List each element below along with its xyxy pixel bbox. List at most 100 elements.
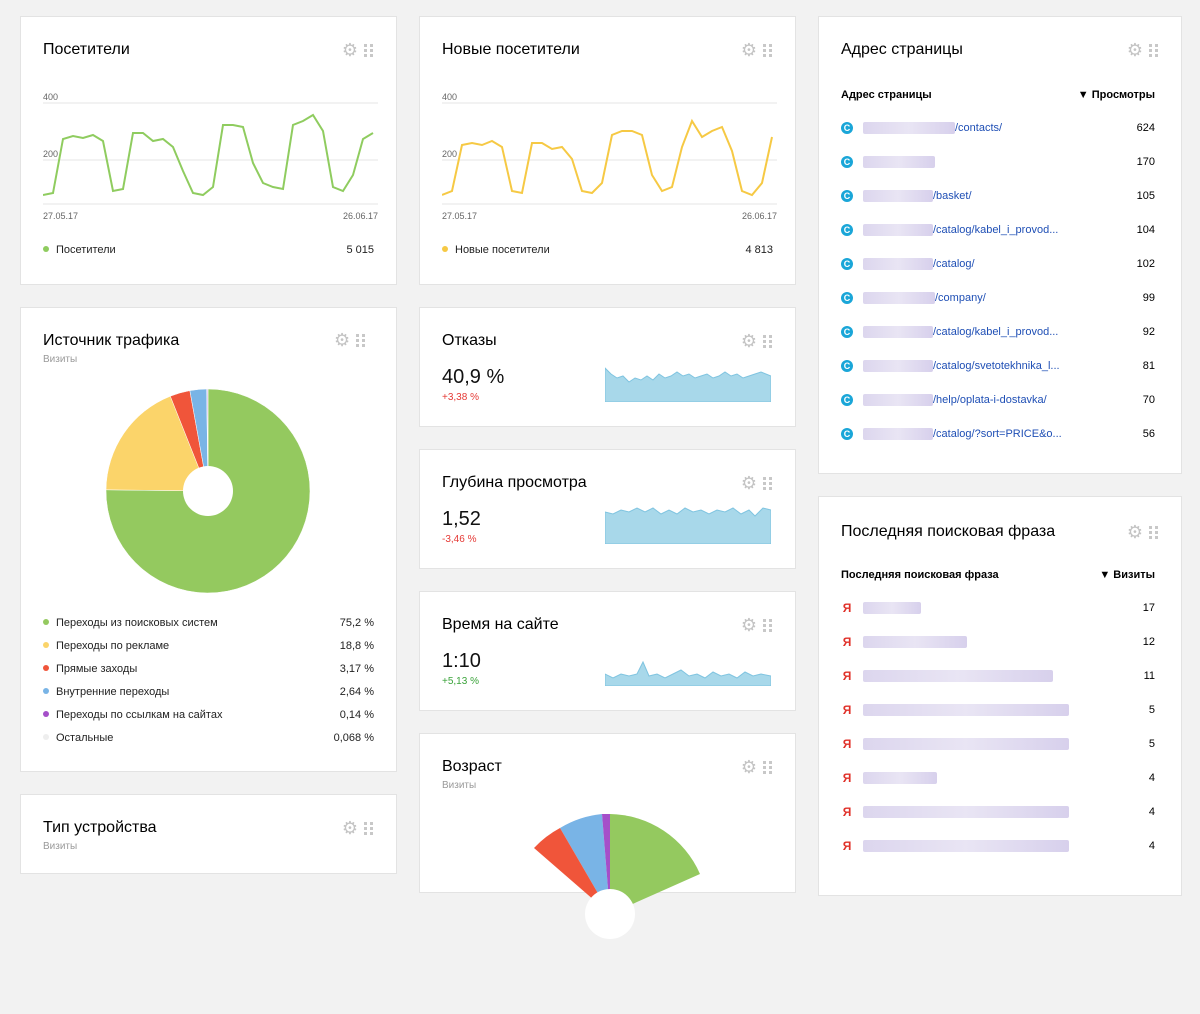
drag-handle-icon[interactable] (356, 334, 366, 346)
drag-handle-icon[interactable] (763, 335, 773, 347)
drag-handle-icon[interactable] (364, 822, 374, 834)
table-row[interactable]: C/basket/105 (841, 187, 1155, 205)
widget-tools: ⚙ (741, 41, 773, 59)
legend-row: Посетители 5 015 (43, 244, 374, 256)
legend-value: 2,64 % (340, 686, 374, 698)
widget-tools: ⚙ (334, 331, 366, 349)
redacted-domain (863, 224, 933, 236)
table-row[interactable]: C/contacts/624 (841, 119, 1155, 137)
traffic-donut-chart (105, 388, 311, 594)
gear-icon[interactable]: ⚙ (741, 616, 757, 634)
page-url-link[interactable]: /catalog/?sort=PRICE&o... (933, 428, 1062, 440)
column-header-sorted[interactable]: ▼ Визиты (1099, 569, 1155, 581)
site-favicon-icon: C (841, 258, 853, 270)
table-row[interactable]: C/help/oplata-i-dostavka/70 (841, 391, 1155, 409)
visitors-series-line (43, 115, 373, 195)
table-header: Последняя поисковая фраза ▼ Визиты (841, 569, 1155, 581)
redacted-phrase (863, 602, 921, 614)
row-cell-phrase: Я (841, 737, 1069, 751)
page-url-link[interactable]: /basket/ (933, 190, 972, 202)
column-header[interactable]: Адрес страницы (841, 89, 932, 101)
site-favicon-icon: C (841, 360, 853, 372)
row-cell-visits: 5 (1149, 738, 1155, 750)
page-url-link[interactable]: /catalog/kabel_i_provod... (933, 224, 1058, 236)
table-row[interactable]: C/catalog/?sort=PRICE&o...56 (841, 425, 1155, 443)
row-cell-visits: 17 (1143, 602, 1155, 614)
page-url-link[interactable]: /help/oplata-i-dostavka/ (933, 394, 1047, 406)
row-cell-url: C/basket/ (841, 190, 972, 202)
gear-icon[interactable]: ⚙ (741, 474, 757, 492)
table-row[interactable]: C/company/99 (841, 289, 1155, 307)
page-url-link[interactable]: /catalog/ (933, 258, 975, 270)
row-cell-url: C/help/oplata-i-dostavka/ (841, 394, 1047, 406)
drag-handle-icon[interactable] (1149, 44, 1159, 56)
drag-handle-icon[interactable] (1149, 526, 1159, 538)
redacted-phrase (863, 840, 1069, 852)
page-url-link[interactable]: /company/ (935, 292, 986, 304)
drag-handle-icon[interactable] (763, 44, 773, 56)
column-header-sorted[interactable]: ▼ Просмотры (1078, 89, 1155, 101)
redacted-phrase (863, 806, 1069, 818)
row-cell-url: C (841, 156, 935, 168)
yandex-icon: Я (841, 601, 853, 615)
table-row[interactable]: Я 17 (841, 599, 1155, 617)
table-row[interactable]: C/catalog/102 (841, 255, 1155, 273)
widget-tools: ⚙ (1127, 41, 1159, 59)
table-row[interactable]: C/catalog/svetotekhnika_l...81 (841, 357, 1155, 375)
redacted-phrase (863, 636, 967, 648)
drag-handle-icon[interactable] (763, 477, 773, 489)
donut-hole (585, 889, 635, 939)
column-header[interactable]: Последняя поисковая фраза (841, 569, 999, 581)
legend-label: Прямые заходы (56, 663, 137, 675)
drag-handle-icon[interactable] (364, 44, 374, 56)
drag-handle-icon[interactable] (763, 619, 773, 631)
page-url-link[interactable]: /catalog/kabel_i_provod... (933, 326, 1058, 338)
gear-icon[interactable]: ⚙ (334, 331, 350, 349)
yandex-icon: Я (841, 737, 853, 751)
legend-value: 75,2 % (340, 617, 374, 629)
gear-icon[interactable]: ⚙ (1127, 523, 1143, 541)
widget-title: Время на сайте (442, 616, 559, 634)
row-cell-visits: 11 (1144, 670, 1155, 682)
page-url-link[interactable]: /catalog/svetotekhnika_l... (933, 360, 1060, 372)
new-visitors-widget: Новые посетители ⚙ 400 200 27.05.17 26.0… (419, 16, 796, 285)
row-cell-views: 99 (1143, 292, 1155, 304)
table-row[interactable]: C/catalog/kabel_i_provod...104 (841, 221, 1155, 239)
gear-icon[interactable]: ⚙ (342, 819, 358, 837)
table-row[interactable]: C/catalog/kabel_i_provod...92 (841, 323, 1155, 341)
drag-handle-icon[interactable] (763, 761, 773, 773)
widget-title: Глубина просмотра (442, 474, 587, 492)
page-url-link[interactable]: /contacts/ (955, 122, 1002, 134)
yandex-icon: Я (841, 635, 853, 649)
site-favicon-icon: C (841, 190, 853, 202)
gear-icon[interactable]: ⚙ (741, 758, 757, 776)
redacted-phrase (863, 772, 937, 784)
gear-icon[interactable]: ⚙ (741, 332, 757, 350)
widget-title: Адрес страницы (841, 41, 963, 59)
time-on-site-widget: Время на сайте ⚙ 1:10 +5,13 % (419, 591, 796, 711)
row-cell-visits: 4 (1149, 840, 1155, 852)
redacted-phrase (863, 738, 1069, 750)
gear-icon[interactable]: ⚙ (342, 41, 358, 59)
row-cell-phrase: Я (841, 703, 1069, 717)
gear-icon[interactable]: ⚙ (1127, 41, 1143, 59)
row-cell-visits: 5 (1149, 704, 1155, 716)
legend-dot (43, 246, 49, 252)
x-tick-label: 27.05.17 (43, 211, 78, 221)
gear-icon[interactable]: ⚙ (741, 41, 757, 59)
widget-title: Отказы (442, 332, 497, 350)
